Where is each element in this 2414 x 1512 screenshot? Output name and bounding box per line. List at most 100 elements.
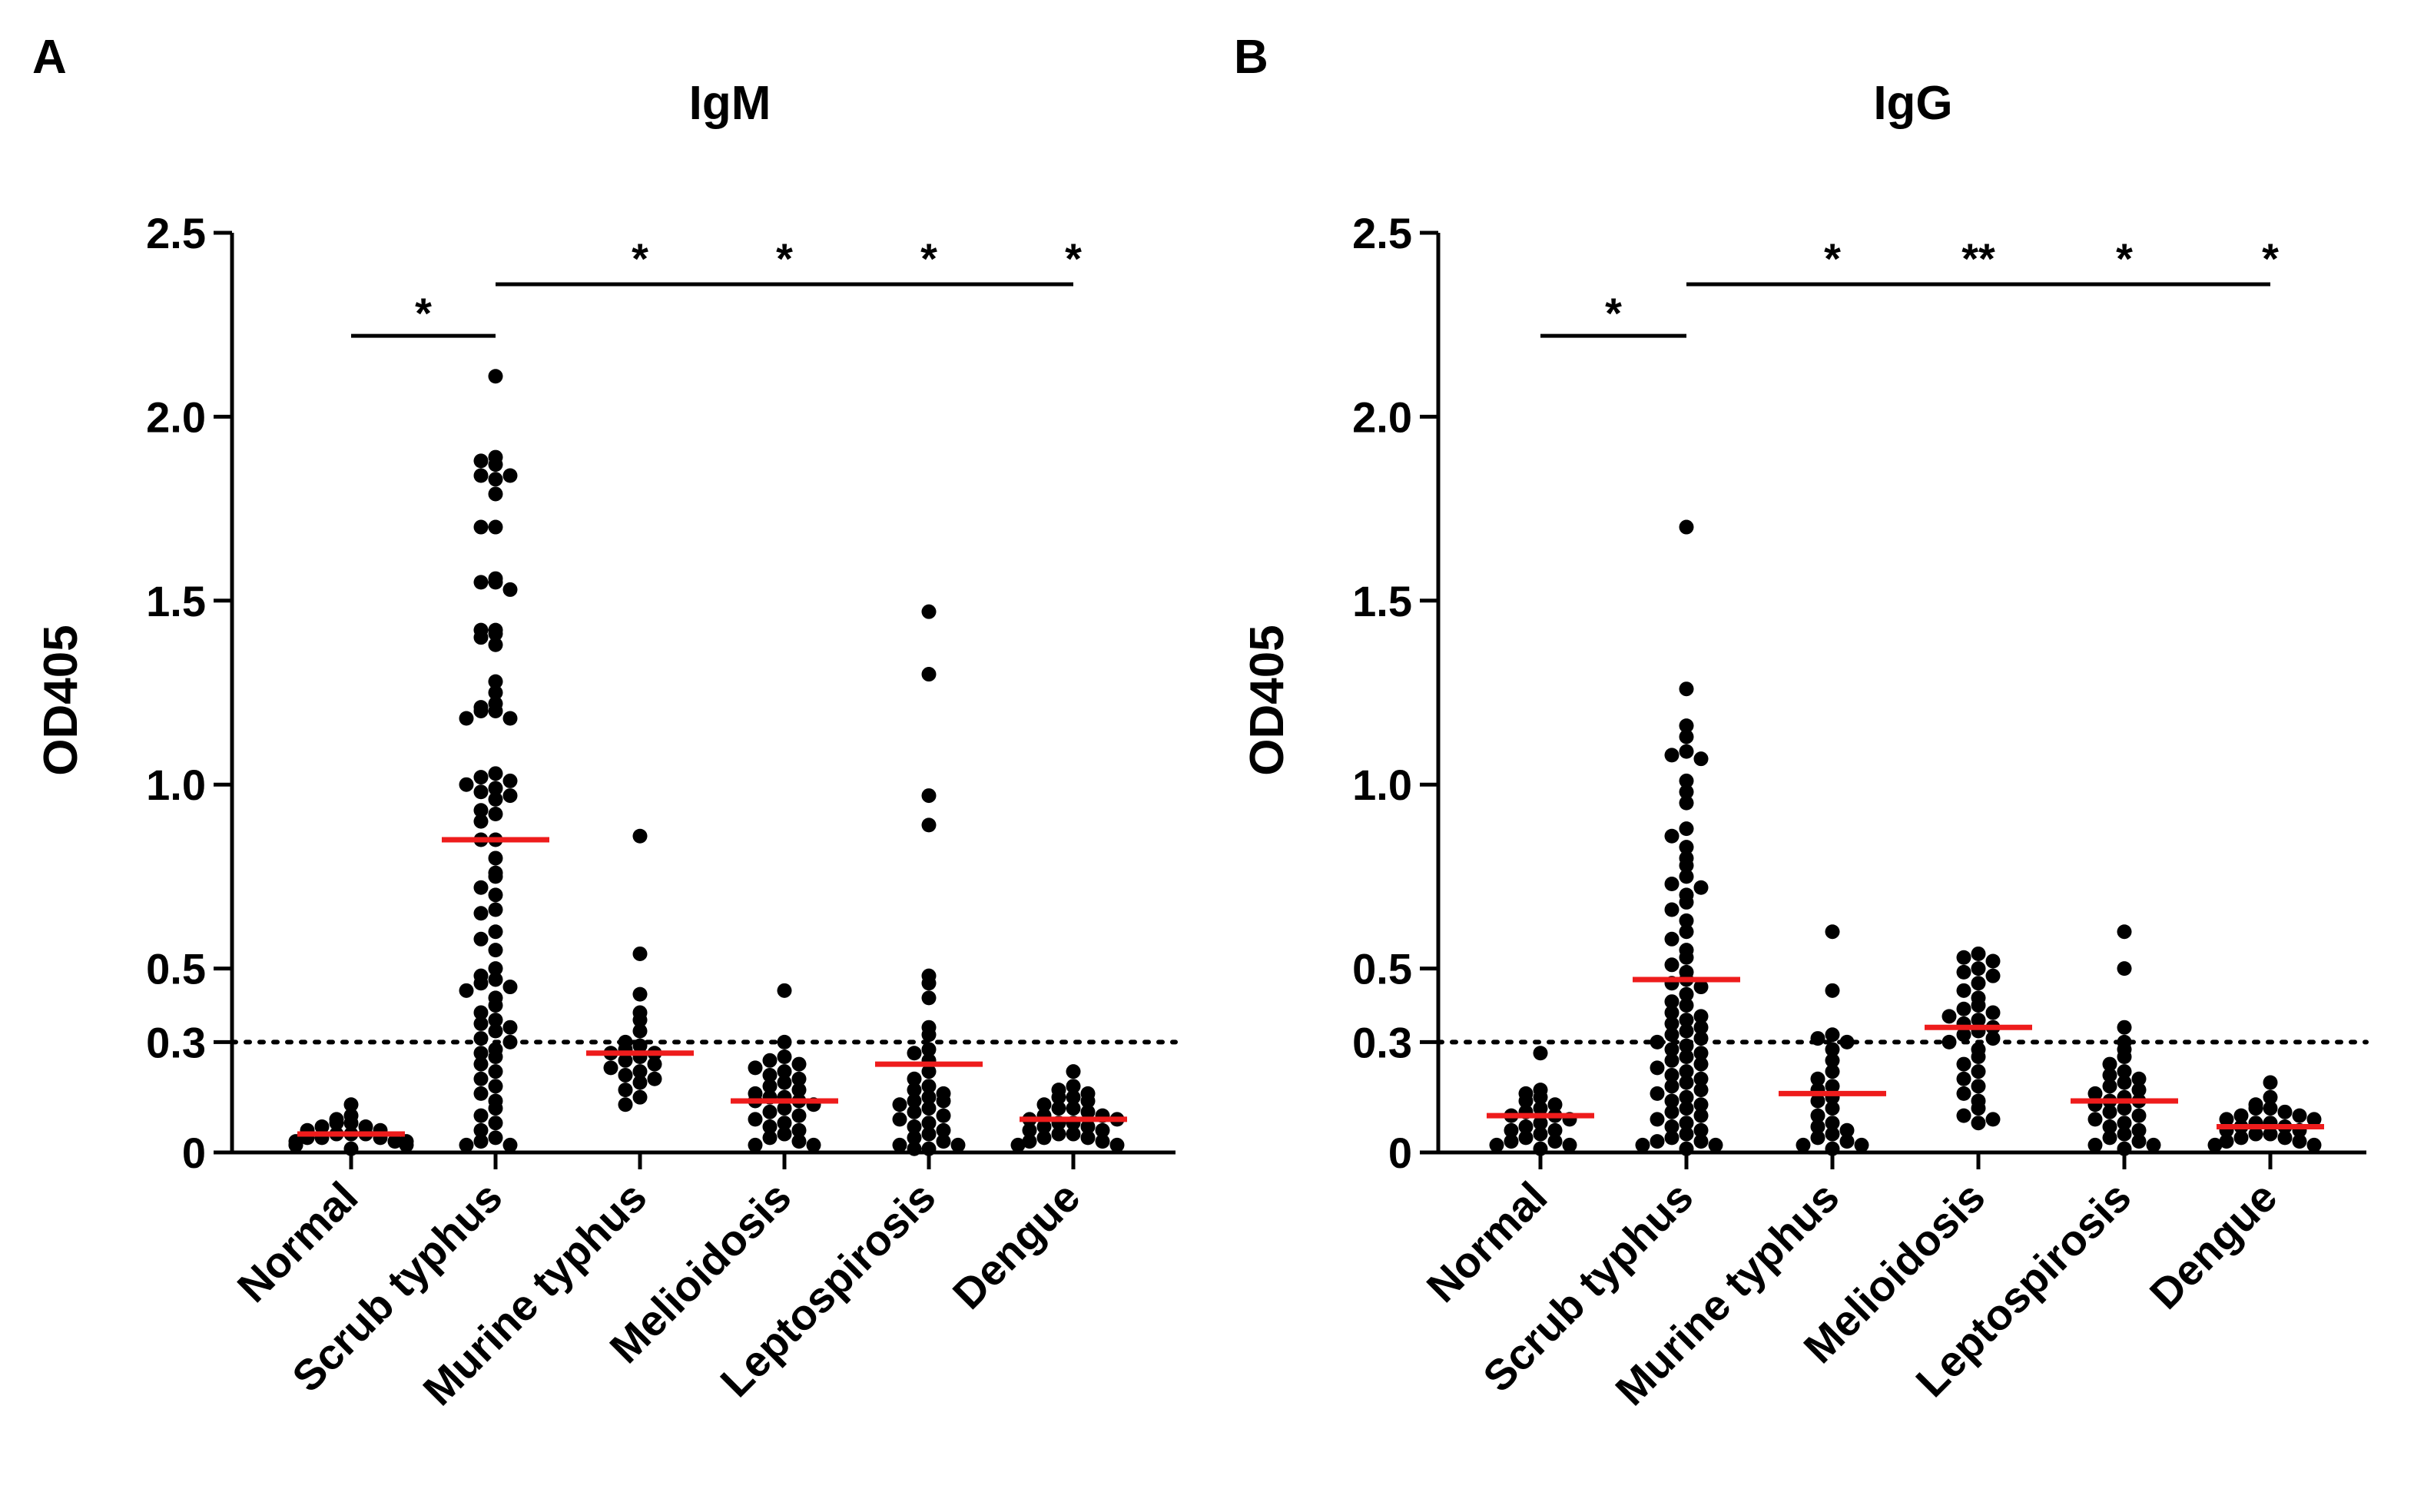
data-point [2117, 1126, 2132, 1142]
data-point [2117, 1064, 2132, 1079]
data-point [2207, 1137, 2223, 1152]
data-point [2263, 1101, 2278, 1116]
data-point [1693, 1122, 1709, 1138]
data-point [473, 630, 489, 645]
data-point [1533, 1101, 1548, 1116]
data-point [1825, 1141, 1840, 1156]
data-point [1664, 902, 1680, 917]
data-point [488, 972, 503, 987]
data-point [1971, 1116, 1986, 1131]
series-murine-typhus [1779, 924, 1886, 1156]
data-point [1985, 1031, 2001, 1046]
data-point [647, 1071, 662, 1086]
data-point [1825, 983, 1840, 998]
significance-label: * [2262, 234, 2279, 283]
data-point [1109, 1137, 1125, 1152]
data-point [1504, 1122, 1519, 1138]
data-point [1547, 1097, 1563, 1112]
data-point [1693, 751, 1709, 767]
data-point [632, 1038, 648, 1053]
data-point [2263, 1089, 2278, 1105]
data-point [473, 880, 489, 895]
data-point [387, 1134, 403, 1149]
data-point [2233, 1108, 2249, 1123]
data-point [1066, 1089, 1081, 1105]
data-point [488, 703, 503, 718]
data-point [1693, 1009, 1709, 1024]
data-point [1051, 1101, 1066, 1116]
data-point [1547, 1134, 1563, 1149]
data-point [1679, 681, 1694, 697]
data-point [921, 1126, 937, 1142]
data-point [777, 1116, 792, 1131]
data-point [1650, 1112, 1665, 1127]
data-point [1971, 961, 1986, 976]
data-point [791, 1071, 807, 1086]
data-point [2087, 1137, 2103, 1152]
data-point [1693, 980, 1709, 995]
data-point [2117, 924, 2132, 940]
data-point [2277, 1130, 2293, 1146]
data-point [1825, 1116, 1840, 1131]
data-point [488, 472, 503, 487]
data-point [1810, 1108, 1825, 1123]
data-point [1971, 997, 1986, 1013]
data-point [1664, 994, 1680, 1010]
data-point [1971, 946, 1986, 961]
data-point [921, 1116, 937, 1131]
data-point [632, 1013, 648, 1028]
y-tick-label: 2.5 [1352, 209, 1412, 257]
y-tick-label: 0 [182, 1129, 206, 1177]
data-point [488, 369, 503, 384]
data-point [907, 1083, 922, 1098]
data-point [473, 1108, 489, 1123]
data-point [1051, 1089, 1066, 1105]
significance-label: * [632, 234, 648, 283]
data-point [1693, 1083, 1709, 1098]
data-point [288, 1137, 303, 1152]
data-point [473, 770, 489, 785]
data-point [1679, 1101, 1694, 1116]
data-point [1664, 1005, 1680, 1020]
data-point [632, 828, 648, 844]
data-point [2102, 1119, 2117, 1134]
data-point [1664, 1016, 1680, 1031]
data-point [907, 1130, 922, 1146]
data-point [488, 1023, 503, 1039]
data-point [1956, 1001, 1971, 1016]
data-point [2117, 1101, 2132, 1116]
data-point [2146, 1137, 2161, 1152]
series-normal [1487, 1046, 1594, 1156]
data-point [1956, 950, 1971, 965]
data-point [1825, 1126, 1840, 1142]
significance-label: * [1824, 234, 1841, 283]
data-point [1956, 1071, 1971, 1086]
data-point [2131, 1134, 2147, 1149]
data-point [1533, 1116, 1548, 1131]
y-tick-label: 0.3 [146, 1018, 206, 1066]
data-point [1679, 986, 1694, 1002]
data-point [762, 1119, 778, 1134]
data-point [473, 1056, 489, 1072]
data-point [1679, 1013, 1694, 1028]
data-point [1533, 1141, 1548, 1156]
significance-label: * [1065, 234, 1082, 283]
data-point [892, 1097, 907, 1112]
data-point [1664, 1053, 1680, 1068]
data-point [1956, 983, 1971, 998]
data-point [1985, 968, 2001, 983]
data-point [907, 1104, 922, 1119]
data-point [748, 1060, 763, 1076]
data-point [2102, 1056, 2117, 1072]
data-point [1693, 1031, 1709, 1046]
y-tick-label: 1.0 [146, 761, 206, 809]
data-point [1664, 1079, 1680, 1094]
data-point [502, 773, 518, 788]
data-point [1679, 894, 1694, 910]
data-point [1679, 1064, 1694, 1079]
y-tick-label: 0.5 [146, 945, 206, 993]
y-tick-label: 0 [1388, 1129, 1412, 1177]
data-point [1066, 1101, 1081, 1116]
data-point [1664, 931, 1680, 947]
data-point [2117, 1075, 2132, 1090]
